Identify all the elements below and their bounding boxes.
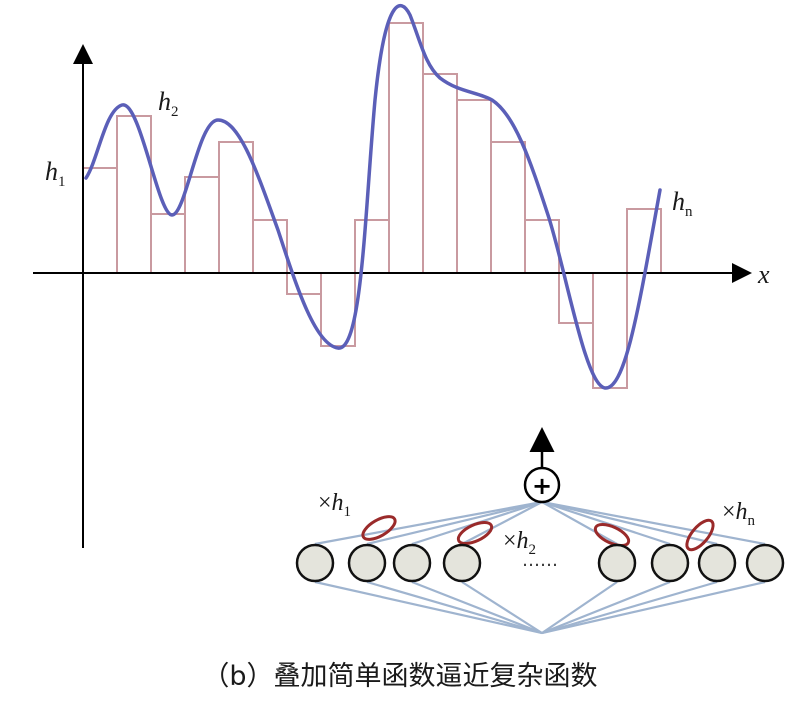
- step-bar: [388, 22, 424, 274]
- neuron: [442, 543, 482, 583]
- connection-line: [541, 581, 618, 634]
- sum-node: [523, 466, 561, 504]
- connection-line: [461, 501, 543, 545]
- step-bar: [218, 141, 254, 274]
- connection-line: [541, 501, 618, 545]
- weight-label-h2: ×h2: [503, 528, 536, 558]
- step-bar: [422, 73, 458, 274]
- network-connections: [314, 500, 766, 635]
- connection-line: [366, 500, 543, 546]
- connection-line: [541, 580, 671, 635]
- neuron: [347, 543, 387, 583]
- weight-label-h1: ×h1: [318, 490, 351, 520]
- label-hn: hn: [672, 187, 693, 220]
- neuron-ellipsis: ……: [522, 550, 558, 571]
- connection-line: [541, 580, 766, 635]
- figure-caption: （b）叠加简单函数逼近复杂函数: [202, 661, 597, 692]
- connection-line: [541, 500, 766, 546]
- weight-ellipses: [361, 515, 715, 552]
- neuron: [392, 543, 432, 583]
- connection-line: [541, 500, 671, 546]
- step-bar: [150, 213, 186, 274]
- step-bar: [184, 176, 220, 274]
- neuron: [697, 543, 737, 583]
- neuron: [650, 543, 690, 583]
- step-bar: [116, 115, 152, 274]
- connection-line: [461, 581, 543, 634]
- weight-ellipse: [361, 515, 397, 541]
- connection-line: [541, 580, 718, 635]
- weight-ellipse: [456, 520, 494, 546]
- neuron: [597, 543, 637, 583]
- hidden-neurons: [295, 543, 785, 583]
- weight-ellipse: [685, 518, 715, 552]
- neuron: [295, 543, 335, 583]
- neuron: [745, 543, 785, 583]
- label-h1: h1: [45, 157, 66, 190]
- label-h2: h2: [158, 87, 179, 120]
- sum-symbol: +: [532, 472, 552, 500]
- connection-line: [314, 500, 543, 546]
- connection-line: [366, 580, 543, 635]
- step-bars: [82, 22, 662, 389]
- step-bar: [456, 99, 492, 274]
- connection-line: [411, 580, 543, 635]
- step-bar: [524, 219, 560, 274]
- connection-line: [314, 580, 543, 635]
- weight-label-hn: ×hn: [722, 499, 756, 529]
- step-bar: [490, 141, 526, 274]
- step-bar: [82, 167, 118, 274]
- connection-line: [541, 500, 718, 546]
- x-axis-label: x: [757, 260, 770, 289]
- weight-ellipse: [593, 522, 631, 548]
- target-function-curve: [84, 4, 662, 390]
- neural-network: + …… ×h1 ×h2 ×hn: [295, 427, 785, 635]
